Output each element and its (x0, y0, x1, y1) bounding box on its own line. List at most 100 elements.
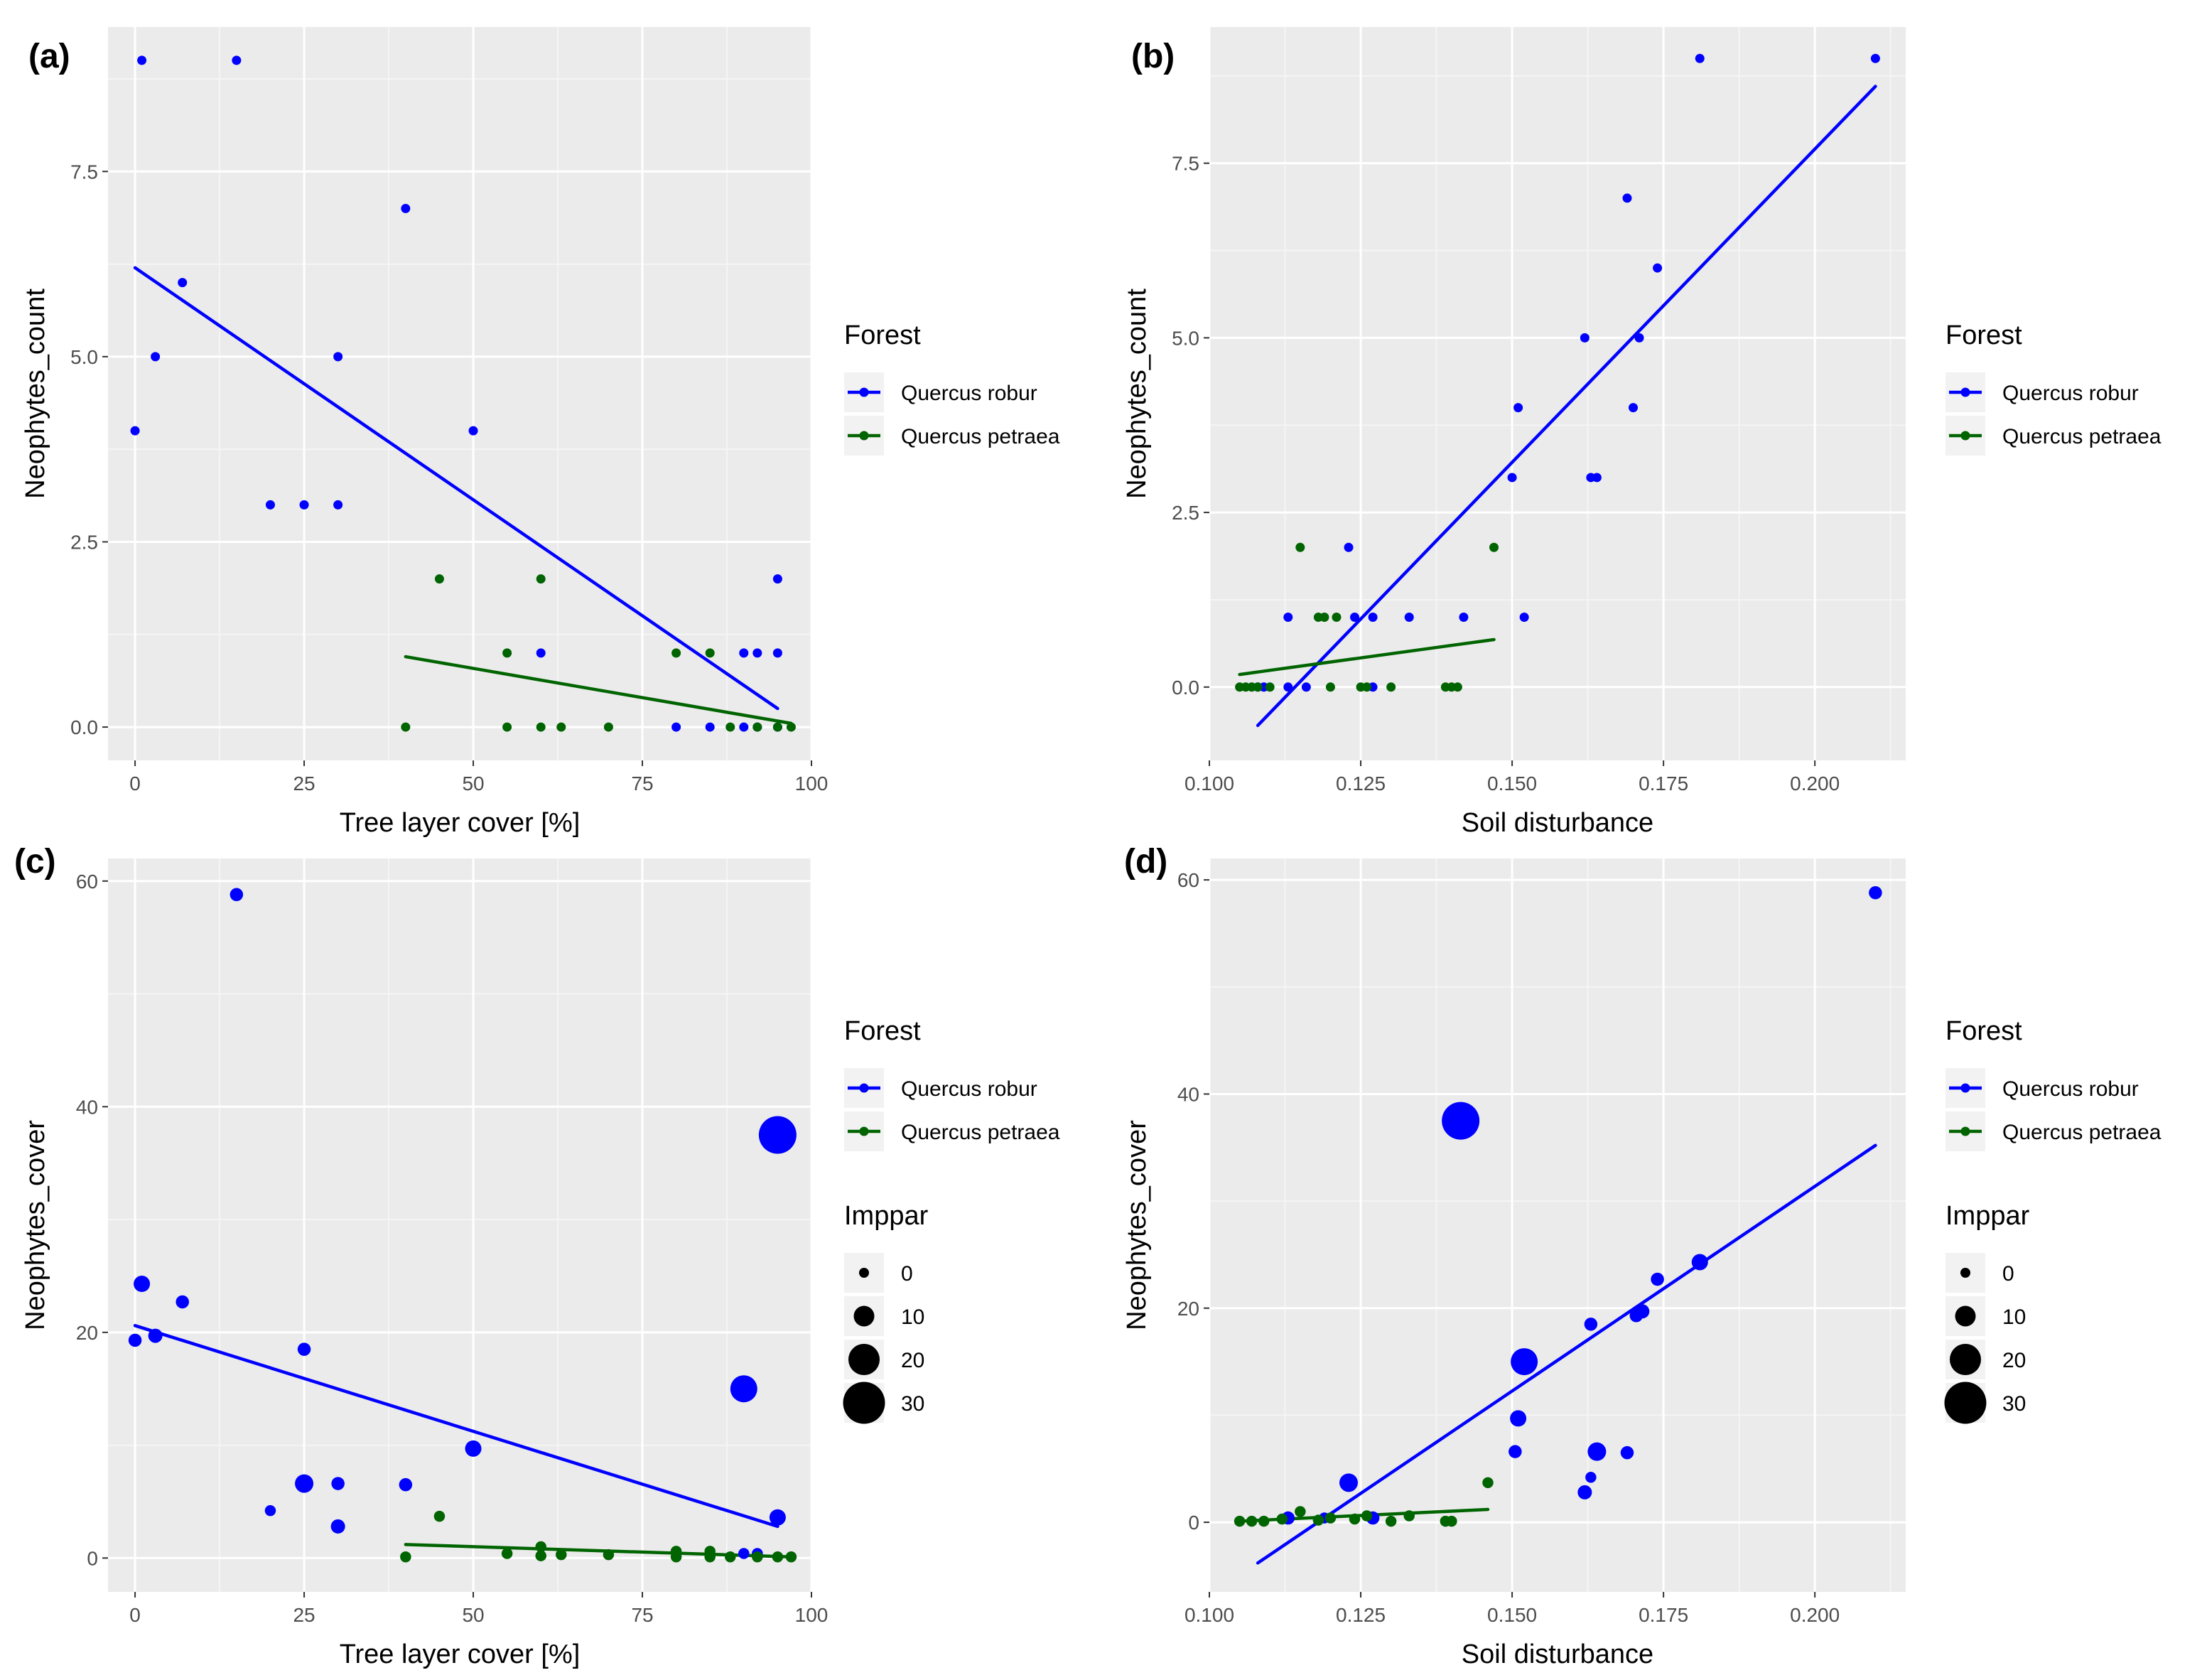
plot-background (1209, 858, 1906, 1592)
data-point-quercus-robur (1519, 613, 1529, 623)
x-tick-label: 0.100 (1184, 772, 1234, 795)
y-tick-label: 7.5 (70, 161, 98, 183)
data-point-quercus-robur (1509, 1445, 1522, 1458)
data-point-quercus-petraea (502, 722, 512, 732)
x-axis-title: Tree layer cover [%] (340, 1639, 581, 1669)
data-point-quercus-petraea (786, 722, 796, 732)
data-point-quercus-petraea (603, 1549, 615, 1561)
y-tick-label: 7.5 (1172, 153, 1199, 175)
data-point-quercus-robur (128, 1333, 142, 1347)
data-point-quercus-petraea (536, 574, 546, 584)
data-point-quercus-robur (134, 1276, 151, 1293)
x-tick-label: 0 (129, 772, 141, 795)
legend-label: 30 (2002, 1392, 2026, 1416)
fit-line-quercus-robur (133, 266, 779, 711)
x-tick-label: 0.200 (1790, 772, 1840, 795)
data-point-quercus-petraea (502, 648, 512, 658)
data-point-quercus-robur (151, 352, 161, 362)
fit-line-quercus-petraea (404, 655, 793, 726)
x-tick-label: 25 (293, 1604, 315, 1626)
data-point-quercus-robur (1653, 263, 1663, 273)
data-point-quercus-petraea (603, 722, 613, 732)
legend-size-key (848, 1344, 880, 1375)
data-point-quercus-robur (1580, 333, 1590, 343)
x-tick-label: 50 (462, 1604, 484, 1626)
y-tick-label: 60 (1177, 869, 1199, 891)
data-point-quercus-robur (1651, 1272, 1664, 1286)
data-point-quercus-petraea (752, 1551, 763, 1563)
legend-label: Quercus robur (2002, 382, 2139, 405)
data-point-quercus-petraea (705, 648, 715, 658)
legend-forest: Forest Quercus robur Quercus petraea (1945, 1016, 2161, 1151)
data-point-quercus-petraea (400, 1551, 411, 1563)
legend-forest: Forest Quercus robur Quercus petraea (844, 1016, 1060, 1151)
data-point-quercus-petraea (535, 1541, 546, 1553)
panel-a: 0 25 50 75 100 0.0 2.5 5.0 7.5 (a) Tree layer cove… (21, 27, 1060, 838)
data-point-quercus-petraea (1324, 1512, 1337, 1524)
y-axis-title: Neophytes_cover (21, 1120, 50, 1330)
data-point-quercus-robur (1404, 613, 1414, 623)
data-point-quercus-robur (1695, 53, 1705, 63)
data-point-quercus-robur (230, 888, 244, 902)
legend-label: Quercus petraea (2002, 1121, 2161, 1144)
legend-label: Quercus petraea (901, 1121, 1060, 1144)
data-point-quercus-robur (1339, 1473, 1358, 1492)
legend-forest: Forest Quercus robur Quercus petraea (1945, 321, 2161, 456)
x-tick-label: 75 (631, 1604, 653, 1626)
x-tick-label: 0.100 (1184, 1604, 1234, 1626)
legend-title: Imppar (1945, 1201, 2030, 1231)
data-point-quercus-petraea (752, 722, 762, 732)
data-point-quercus-robur (1629, 403, 1639, 413)
data-point-quercus-robur (1585, 1472, 1597, 1483)
data-point-quercus-petraea (1234, 1515, 1246, 1527)
data-point-quercus-robur (295, 1474, 314, 1493)
legend-imppar: Imppar 0 10 20 30 (1944, 1201, 2030, 1424)
legend-forest: Forest Quercus robur Quercus petraea (844, 321, 1060, 456)
legend-label: 10 (901, 1305, 924, 1329)
data-point-quercus-petraea (671, 648, 681, 658)
data-point-quercus-petraea (1312, 1514, 1324, 1526)
data-point-quercus-petraea (1276, 1513, 1288, 1525)
y-tick-label: 40 (76, 1096, 98, 1118)
fit-line-quercus-robur (1256, 1143, 1877, 1565)
data-point-quercus-robur (465, 1440, 482, 1457)
legend-size-key (1944, 1382, 1987, 1424)
y-tick-label: 0.0 (70, 716, 98, 738)
data-point-quercus-petraea (1246, 1515, 1258, 1527)
data-point-quercus-robur (297, 1342, 311, 1356)
y-tick-label: 0 (87, 1547, 98, 1569)
data-point-quercus-petraea (1253, 682, 1263, 692)
data-point-quercus-robur (769, 1509, 786, 1526)
data-point-quercus-petraea (1258, 1515, 1270, 1527)
data-point-quercus-robur (1584, 1318, 1598, 1331)
legend-imppar: Imppar 0 10 20 30 (843, 1201, 929, 1424)
legend-label: 30 (901, 1392, 924, 1416)
x-tick-label: 0.125 (1336, 1604, 1386, 1626)
fit-line-quercus-robur (133, 1324, 779, 1529)
data-point-quercus-robur (148, 1328, 163, 1343)
data-point-quercus-robur (265, 500, 275, 510)
data-point-quercus-robur (1513, 403, 1523, 413)
data-point-quercus-petraea (1361, 1510, 1373, 1522)
y-axis-title: Neophytes_count (21, 289, 50, 499)
data-point-quercus-petraea (725, 1551, 736, 1563)
data-point-quercus-robur (1368, 613, 1378, 623)
x-tick-label: 0.175 (1639, 1604, 1688, 1626)
legend-label: Quercus petraea (901, 425, 1060, 448)
data-point-quercus-robur (1511, 1348, 1538, 1376)
data-point-quercus-petraea (1386, 682, 1396, 692)
x-tick-label: 0.200 (1790, 1604, 1840, 1626)
y-axis-title: Neophytes_count (1122, 289, 1152, 499)
data-point-quercus-robur (1350, 613, 1360, 623)
data-point-quercus-robur (1870, 53, 1880, 63)
panel-d: 0.100 0.125 0.150 0.175 0.200 0 20 40 60 (d) Soil … (1122, 843, 2161, 1669)
data-point-quercus-robur (178, 278, 188, 288)
data-point-quercus-robur (739, 648, 749, 658)
legend-size-key (1960, 1268, 1970, 1278)
data-point-quercus-robur (1577, 1485, 1592, 1499)
data-point-quercus-robur (752, 648, 762, 658)
data-point-quercus-robur (1301, 682, 1311, 692)
legend-title: Forest (844, 321, 921, 350)
